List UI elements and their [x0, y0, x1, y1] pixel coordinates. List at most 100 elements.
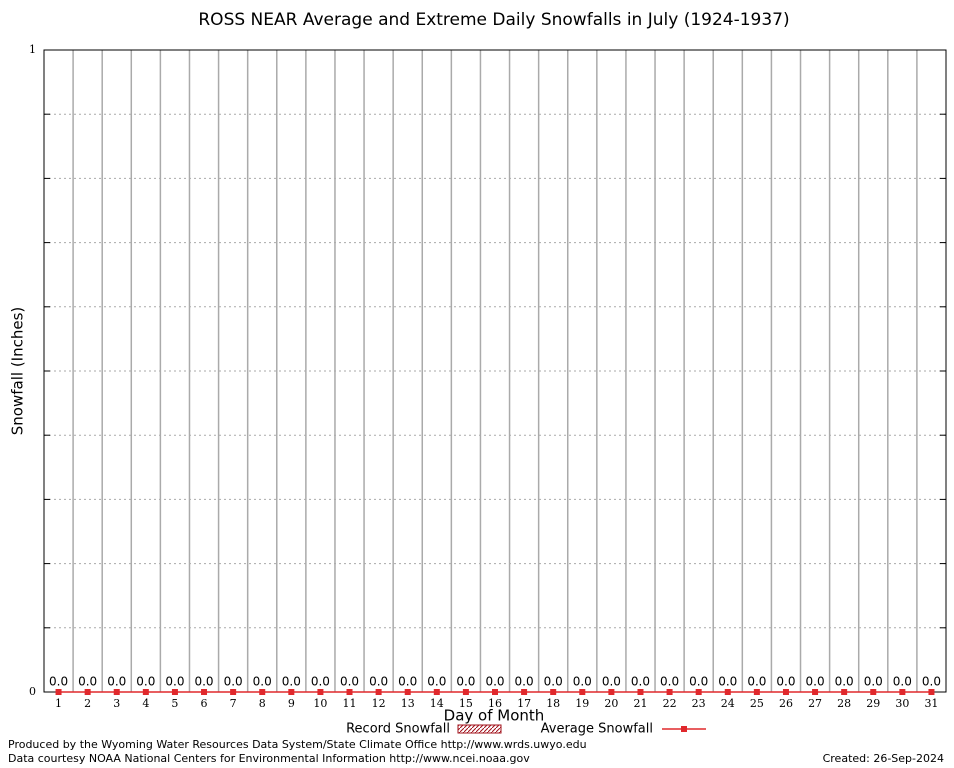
data-label: 0.0 — [282, 675, 301, 689]
data-label: 0.0 — [136, 675, 155, 689]
x-tick-label: 14 — [430, 697, 444, 710]
point — [521, 689, 528, 695]
point — [870, 689, 877, 695]
x-tick-label: 16 — [488, 697, 502, 710]
footer: Data courtesy NOAA National Centers for … — [8, 752, 530, 765]
data-label: 0.0 — [194, 675, 213, 689]
x-tick-label: 4 — [142, 697, 149, 710]
data-label: 0.0 — [776, 675, 795, 689]
point — [55, 689, 62, 695]
point — [113, 689, 120, 695]
point — [142, 689, 149, 695]
x-tick-label: 17 — [517, 697, 531, 710]
data-label: 0.0 — [573, 675, 592, 689]
point — [724, 689, 731, 695]
y-axis-label: Snowfall (Inches) — [9, 307, 27, 435]
x-tick-label: 23 — [692, 697, 706, 710]
x-tick-label: 25 — [750, 697, 764, 710]
point — [695, 689, 702, 695]
point — [259, 689, 266, 695]
x-tick-label: 5 — [171, 697, 178, 710]
data-label: 0.0 — [864, 675, 883, 689]
data-label: 0.0 — [224, 675, 243, 689]
footer: Produced by the Wyoming Water Resources … — [8, 738, 587, 751]
point — [637, 689, 644, 695]
point — [346, 689, 353, 695]
point — [462, 689, 469, 695]
x-tick-label: 2 — [84, 697, 91, 710]
y-tick-label: 1 — [29, 43, 36, 56]
point — [201, 689, 208, 695]
legend-label: Average Snowfall — [541, 722, 653, 737]
x-tick-label: 18 — [546, 697, 560, 710]
legend-swatch — [457, 724, 502, 734]
y-tick-label: 0 — [29, 685, 36, 698]
point — [492, 689, 498, 695]
point — [550, 689, 557, 695]
data-label: 0.0 — [747, 675, 766, 689]
x-tick-label: 12 — [372, 697, 386, 710]
point — [84, 689, 91, 695]
data-label: 0.0 — [340, 675, 359, 689]
legend-swatch — [681, 726, 687, 732]
x-tick-label: 10 — [313, 697, 327, 710]
data-label: 0.0 — [165, 675, 184, 689]
point — [171, 689, 178, 695]
x-tick-label: 15 — [459, 697, 473, 710]
data-label: 0.0 — [631, 675, 650, 689]
x-tick-label: 28 — [837, 697, 851, 710]
point — [317, 689, 324, 695]
point — [608, 689, 615, 695]
x-tick-label: 20 — [604, 697, 618, 710]
x-tick-label: 29 — [866, 697, 880, 710]
x-axis-label: Day of Month — [444, 707, 545, 725]
data-label: 0.0 — [398, 675, 417, 689]
x-tick-label: 6 — [201, 697, 208, 710]
data-label: 0.0 — [78, 675, 97, 689]
data-label: 0.0 — [253, 675, 272, 689]
x-tick-label: 8 — [259, 697, 266, 710]
point — [928, 689, 935, 695]
point — [899, 689, 906, 695]
point — [782, 689, 789, 695]
point — [230, 689, 237, 695]
data-label: 0.0 — [456, 675, 475, 689]
x-tick-label: 21 — [633, 697, 647, 710]
data-label: 0.0 — [602, 675, 621, 689]
data-label: 0.0 — [806, 675, 825, 689]
point — [753, 689, 760, 695]
x-tick-label: 31 — [924, 697, 938, 710]
data-label: 0.0 — [544, 675, 563, 689]
data-label: 0.0 — [107, 675, 126, 689]
footer: Created: 26-Sep-2024 — [823, 752, 944, 765]
x-tick-label: 22 — [663, 697, 677, 710]
point — [812, 689, 819, 695]
point — [288, 689, 295, 695]
x-tick-label: 27 — [808, 697, 822, 710]
x-tick-label: 9 — [288, 697, 295, 710]
x-tick-label: 26 — [779, 697, 793, 710]
point — [579, 689, 586, 695]
point — [375, 689, 382, 695]
x-tick-label: 24 — [721, 697, 735, 710]
data-label: 0.0 — [515, 675, 534, 689]
data-label: 0.0 — [718, 675, 737, 689]
x-tick-label: 7 — [230, 697, 237, 710]
data-label: 0.0 — [660, 675, 679, 689]
data-label: 0.0 — [311, 675, 330, 689]
data-label: 0.0 — [922, 675, 941, 689]
data-label: 0.0 — [485, 675, 504, 689]
data-label: 0.0 — [689, 675, 708, 689]
point — [433, 689, 440, 695]
data-label: 0.0 — [427, 675, 446, 689]
point — [404, 689, 411, 695]
data-label: 0.0 — [369, 675, 388, 689]
point — [666, 689, 673, 695]
x-tick-label: 30 — [895, 697, 909, 710]
x-tick-label: 13 — [401, 697, 415, 710]
point — [841, 689, 848, 695]
x-tick-label: 11 — [343, 697, 357, 710]
x-tick-label: 3 — [113, 697, 120, 710]
data-label: 0.0 — [49, 675, 68, 689]
data-label: 0.0 — [835, 675, 854, 689]
